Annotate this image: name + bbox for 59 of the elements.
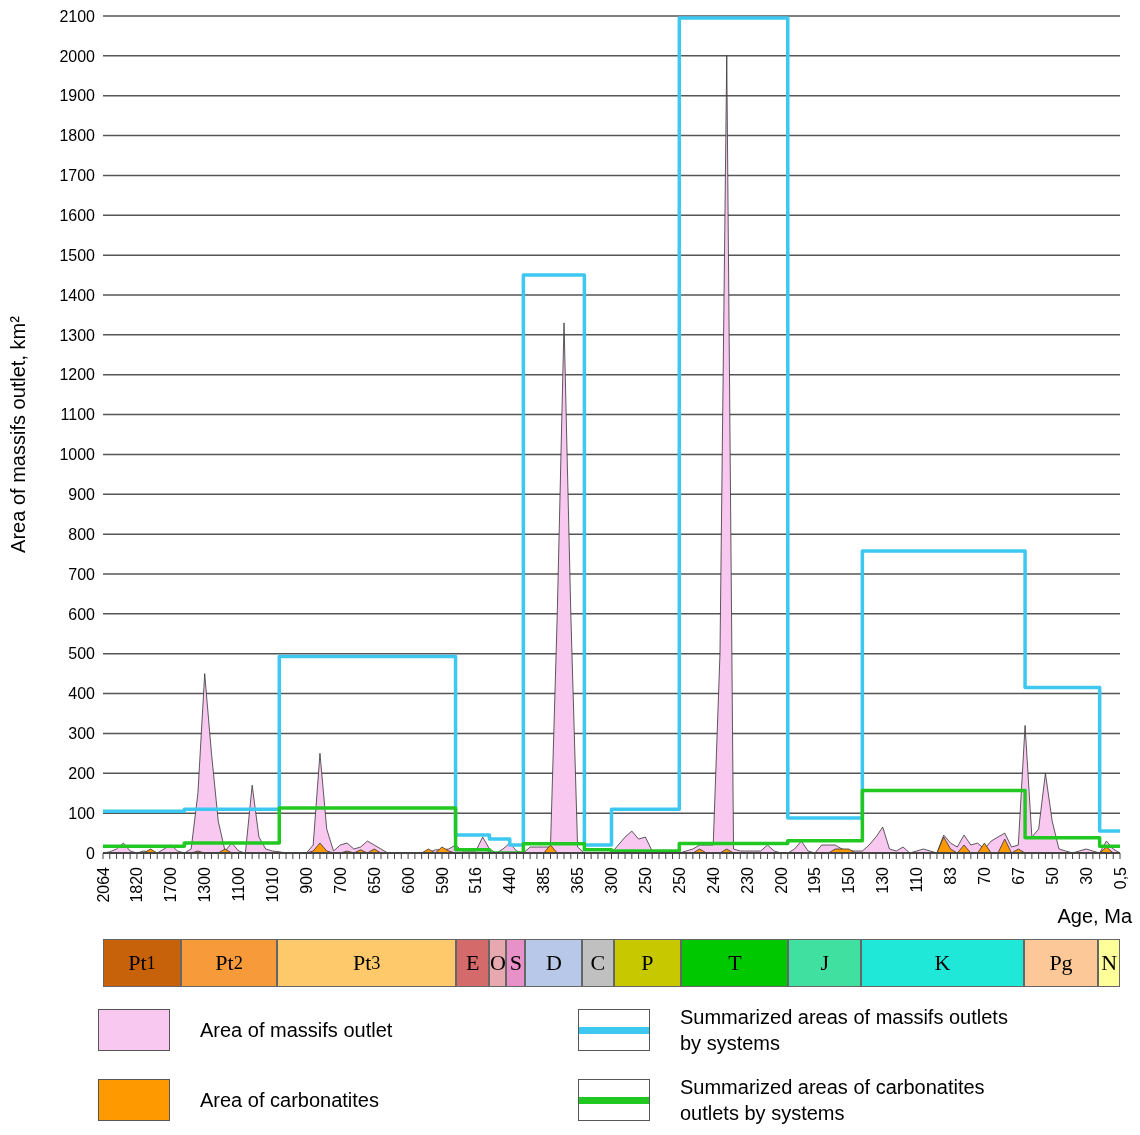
legend-label: Summarized areas of carbonatites outlets by systems	[680, 1075, 986, 1126]
x-tick-label: 230	[738, 866, 756, 894]
y-tick-label: 0	[86, 844, 96, 862]
y-axis-title: Area of massifs outlet, km²	[7, 315, 30, 553]
x-tick-label: 2064	[94, 866, 112, 903]
x-tick-label: 250	[636, 866, 654, 894]
y-tick-label: 1100	[60, 406, 96, 424]
x-tick-label: 1100	[230, 866, 248, 902]
legend-label: Area of carbonatites	[200, 1088, 380, 1113]
x-tick-label: 240	[704, 866, 722, 894]
y-tick-label: 400	[68, 685, 96, 703]
x-tick-label: 50	[1043, 866, 1061, 885]
x-tick-label: 900	[297, 866, 315, 894]
x-tick-label: 365	[569, 866, 587, 894]
x-tick-label: 195	[806, 866, 824, 894]
y-tick-label: 2100	[59, 7, 96, 25]
y-tick-label: 1900	[59, 87, 96, 105]
x-tick-label: 516	[467, 866, 485, 894]
x-tick-label: 0,5	[1111, 866, 1129, 890]
y-tick-label: 1000	[59, 446, 96, 464]
legend-label: Area of massifs outlet	[200, 1018, 394, 1043]
y-tick-label: 200	[68, 764, 96, 782]
x-tick-label: 590	[433, 866, 451, 894]
x-tick-label: 200	[772, 866, 790, 894]
y-tick-label: 1700	[59, 167, 96, 185]
x-tick-label: 600	[399, 866, 417, 894]
y-tick-label: 1800	[59, 127, 96, 145]
y-tick-label: 1200	[59, 366, 96, 384]
x-tick-label: 1010	[264, 866, 281, 903]
x-tick-label: 150	[840, 866, 858, 894]
y-tick-label: 600	[68, 605, 96, 623]
y-tick-label: 900	[68, 485, 96, 503]
x-tick-label: 385	[535, 866, 553, 894]
x-tick-label: 130	[874, 866, 892, 894]
y-tick-label: 100	[68, 804, 96, 822]
y-tick-label: 800	[68, 525, 96, 543]
y-tick-label: 1600	[59, 206, 96, 224]
x-tick-label: 700	[331, 866, 349, 894]
x-tick-label: 1820	[128, 866, 146, 903]
x-tick-label: 70	[975, 866, 993, 885]
x-tick-label: 440	[501, 866, 519, 894]
x-tick-label: 30	[1077, 866, 1095, 885]
x-axis-title: Age, Ma	[1057, 905, 1132, 928]
x-tick-label: 110	[908, 866, 926, 893]
x-tick-label: 1700	[162, 866, 180, 903]
legend-label: Summarized areas of massifs outlets by systems	[680, 1005, 1009, 1056]
x-tick-label: 67	[1009, 866, 1027, 885]
x-tick-label: 250	[670, 866, 688, 894]
y-tick-label: 1500	[59, 246, 96, 264]
y-tick-label: 2000	[59, 47, 96, 65]
y-tick-label: 500	[68, 645, 96, 663]
y-tick-label: 300	[68, 725, 96, 743]
x-tick-label: 650	[365, 866, 383, 894]
y-tick-label: 1300	[59, 326, 96, 344]
x-tick-label: 83	[942, 866, 959, 885]
x-tick-label: 300	[603, 866, 620, 894]
y-tick-label: 1400	[59, 286, 96, 304]
y-tick-label: 700	[68, 565, 96, 583]
x-tick-label: 1300	[196, 866, 214, 903]
